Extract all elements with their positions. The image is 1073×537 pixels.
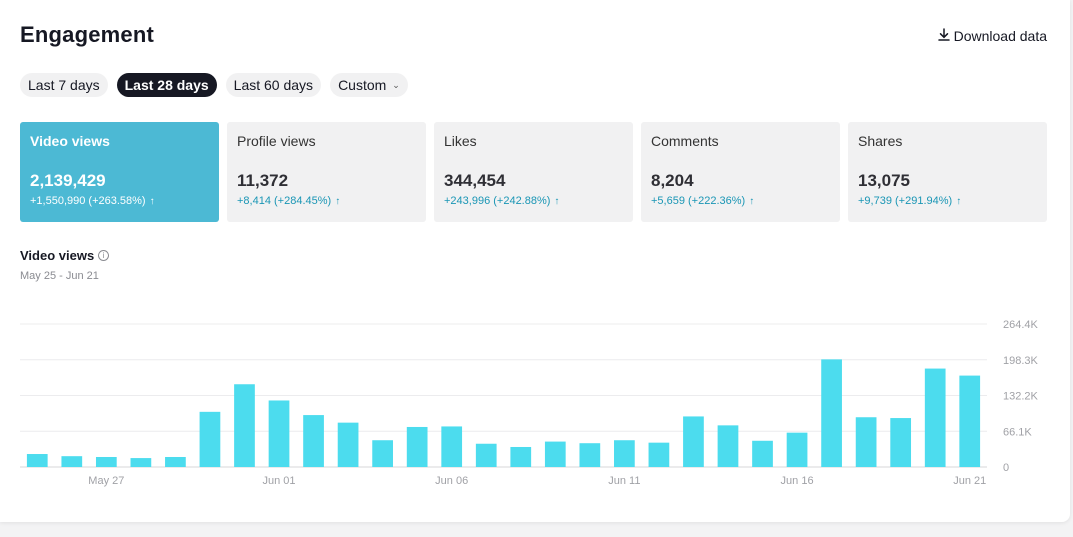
chart-bar[interactable] (303, 415, 324, 467)
chart-bar[interactable] (683, 416, 704, 467)
chart-bar[interactable] (199, 411, 221, 467)
stat-value: 344,454 (444, 171, 506, 190)
y-tick-label: 0 (1003, 462, 1009, 474)
chart-bar[interactable] (268, 400, 290, 467)
arrow-up-icon: ↑ (554, 195, 560, 207)
download-icon (937, 28, 950, 44)
stat-delta: +9,739 (+291.94%) (858, 195, 953, 207)
download-data-button[interactable]: Download data (937, 28, 1047, 44)
arrow-up-icon: ↑ (749, 195, 755, 207)
x-tick-label: Jun 21 (953, 475, 986, 487)
arrow-up-icon: ↑ (149, 195, 155, 207)
range-last-60-days[interactable]: Last 60 days (225, 73, 322, 97)
x-tick-label: Jun 16 (781, 475, 814, 487)
chart-bar[interactable] (95, 456, 117, 467)
stat-video-views[interactable]: Video views 2,139,429 +1,550,990 (+263.5… (20, 122, 219, 222)
download-data-label: Download data (953, 28, 1047, 44)
chart-bar[interactable] (786, 432, 808, 467)
x-tick-label: Jun 06 (435, 475, 468, 487)
stat-value: 11,372 (237, 171, 289, 190)
video-views-chart: 0 66.1K 132.2K 198.3K 264.4K May 27 Jun 01 Jun … (20, 319, 1039, 487)
page-title: Engagement (20, 22, 155, 47)
chart-bar[interactable] (441, 426, 463, 467)
chart-bar[interactable] (234, 384, 255, 467)
arrow-up-icon: ↑ (335, 195, 341, 207)
y-tick-label: 264.4K (1003, 319, 1039, 331)
chart-title: Video views i (20, 248, 110, 263)
y-tick-label: 198.3K (1003, 355, 1039, 367)
stat-likes[interactable]: Likes 344,454 +243,996 (+242.88%) ↑ (434, 122, 633, 222)
stat-label: Comments (651, 133, 719, 149)
chart-bar[interactable] (406, 426, 428, 467)
stat-label: Video views (30, 133, 110, 149)
stats-row: Video views 2,139,429 +1,550,990 (+263.5… (20, 122, 1047, 222)
chart-date-range: May 25 - Jun 21 (20, 270, 99, 282)
chevron-down-icon: ⌄ (392, 80, 400, 90)
chart-bar[interactable] (130, 458, 152, 467)
y-tick-label: 66.1K (1003, 426, 1032, 438)
stat-label: Shares (858, 133, 903, 149)
custom-label: Custom (338, 77, 387, 93)
chart-bar[interactable] (924, 368, 946, 467)
chart-bar[interactable] (855, 417, 877, 467)
stat-value: 13,075 (858, 171, 910, 190)
chart-bar[interactable] (579, 443, 601, 467)
chart-bar[interactable] (26, 454, 48, 467)
chart-bar[interactable] (165, 456, 186, 467)
stat-value: 2,139,429 (30, 171, 106, 190)
chart-bar[interactable] (821, 359, 842, 467)
range-last-28-days[interactable]: Last 28 days (116, 73, 217, 97)
x-tick-label: Jun 01 (263, 475, 296, 487)
stat-delta: +8,414 (+284.45%) (237, 195, 332, 207)
stat-shares[interactable]: Shares 13,075 +9,739 (+291.94%) ↑ (848, 122, 1047, 222)
chart-bar[interactable] (717, 425, 739, 467)
stat-label: Profile views (237, 133, 316, 149)
chart-bar[interactable] (648, 442, 670, 467)
chart-bar[interactable] (337, 422, 359, 467)
range-last-7-days[interactable]: Last 7 days (20, 73, 108, 97)
chart-bar[interactable] (61, 456, 83, 467)
stat-label: Likes (444, 133, 477, 149)
chart-title-label: Video views (20, 248, 95, 263)
chart-bar[interactable] (890, 418, 912, 467)
stat-delta: +1,550,990 (+263.58%) (30, 195, 146, 207)
stat-comments[interactable]: Comments 8,204 +5,659 (+222.36%) ↑ (641, 122, 840, 222)
chart-bar[interactable] (372, 440, 393, 467)
chart-bar[interactable] (475, 443, 497, 467)
y-tick-label: 132.2K (1003, 391, 1039, 403)
stat-delta: +243,996 (+242.88%) (444, 195, 551, 207)
chart-bar[interactable] (614, 440, 635, 467)
x-tick-label: May 27 (88, 475, 124, 487)
stat-profile-views[interactable]: Profile views 11,372 +8,414 (+284.45%) ↑ (227, 122, 426, 222)
chart-bar[interactable] (752, 440, 773, 467)
chart-bar[interactable] (959, 375, 981, 467)
engagement-card: Engagement Download data Last 7 days Las… (0, 0, 1070, 522)
arrow-up-icon: ↑ (956, 195, 962, 207)
stat-delta: +5,659 (+222.36%) (651, 195, 746, 207)
chart-bar[interactable] (544, 441, 566, 467)
stat-value: 8,204 (651, 171, 694, 190)
range-custom-dropdown[interactable]: Custom ⌄ (330, 73, 408, 97)
info-icon[interactable]: i (98, 250, 110, 261)
chart-bar[interactable] (510, 446, 532, 467)
x-tick-label: Jun 11 (608, 475, 640, 487)
date-range-selector: Last 7 days Last 28 days Last 60 days Cu… (20, 73, 408, 97)
